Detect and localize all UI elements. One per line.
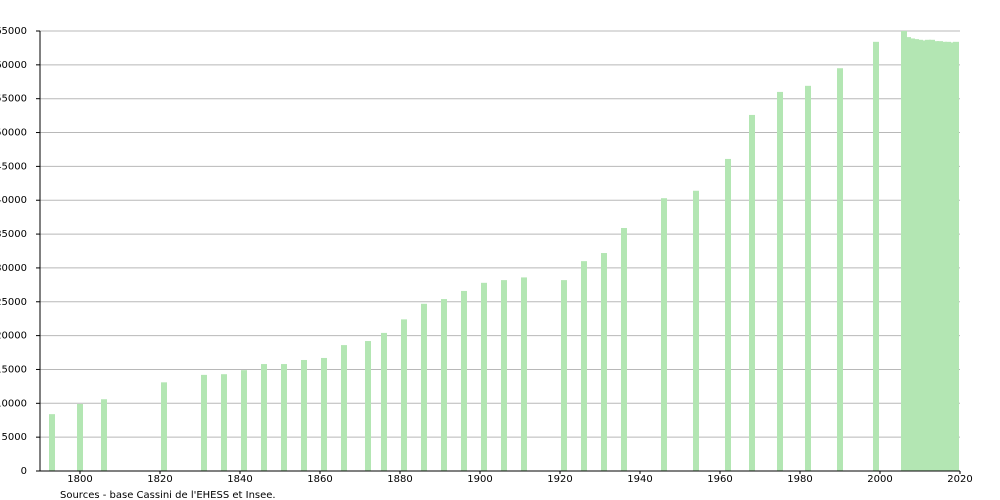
bar — [693, 190, 699, 471]
bar — [949, 42, 955, 471]
y-tick-label: 55000 — [0, 94, 27, 105]
y-tick-label: 20000 — [0, 331, 27, 342]
bar — [905, 37, 911, 471]
bar — [521, 277, 527, 471]
bar — [749, 114, 755, 471]
bar — [281, 364, 287, 471]
x-tick-label: 1820 — [147, 474, 172, 485]
x-tick-label: 2020 — [947, 474, 972, 485]
bar — [921, 40, 927, 471]
x-tick-label: 1980 — [787, 474, 812, 485]
bar — [421, 303, 427, 471]
y-tick-label: 10000 — [0, 398, 27, 409]
bar — [341, 345, 347, 471]
bar — [501, 280, 507, 471]
bar — [945, 41, 951, 471]
bar — [873, 41, 879, 471]
bar — [925, 39, 931, 472]
x-tick-label: 1920 — [547, 474, 572, 485]
y-tick-label: 5000 — [2, 432, 27, 443]
bar — [401, 319, 407, 471]
bar — [777, 91, 783, 471]
y-tick-label: 40000 — [0, 195, 27, 206]
y-tick-label: 65000 — [0, 26, 27, 37]
bar — [661, 198, 667, 471]
y-tick-label: 30000 — [0, 263, 27, 274]
bar — [937, 41, 943, 472]
bar — [953, 41, 959, 471]
bar — [221, 374, 227, 471]
bar — [77, 403, 83, 471]
x-tick-label: 1840 — [227, 474, 252, 485]
bar — [49, 414, 55, 471]
bar — [321, 357, 327, 471]
bar — [101, 399, 107, 471]
bar — [909, 38, 915, 471]
bar — [917, 39, 923, 472]
bar — [381, 332, 387, 471]
bar — [241, 370, 247, 471]
bar — [933, 41, 939, 472]
bar — [581, 261, 587, 471]
bar — [201, 374, 207, 471]
bar — [929, 39, 935, 472]
x-tick-label: 1940 — [627, 474, 652, 485]
x-tick-label: 2000 — [867, 474, 892, 485]
bar — [805, 85, 811, 471]
y-tick-label: 25000 — [0, 297, 27, 308]
bars — [49, 31, 959, 472]
bar — [621, 227, 627, 471]
grid — [40, 30, 960, 472]
x-tick-label: 1800 — [67, 474, 92, 485]
y-tick-label: 15000 — [0, 364, 27, 375]
bar — [601, 253, 607, 471]
bar — [301, 359, 307, 471]
y-tick-label: 60000 — [0, 60, 27, 71]
bar — [725, 158, 731, 471]
y-tick-label: 45000 — [0, 161, 27, 172]
bar — [461, 290, 467, 471]
bar — [161, 382, 167, 471]
bar — [941, 41, 947, 471]
bar — [901, 31, 907, 471]
bar — [837, 68, 843, 471]
bar — [261, 364, 267, 471]
bar — [561, 280, 567, 471]
bar — [481, 282, 487, 471]
y-tick-label: 35000 — [0, 229, 27, 240]
bar — [913, 39, 919, 471]
source-note: Sources - base Cassini de l'EHESS et Ins… — [60, 490, 276, 500]
x-tick-label: 1960 — [707, 474, 732, 485]
bar — [365, 341, 371, 471]
y-tick-label: 0 — [21, 466, 27, 477]
bar — [441, 299, 447, 471]
x-tick-label: 1880 — [387, 474, 412, 485]
x-tick-label: 1900 — [467, 474, 492, 485]
x-tick-label: 1860 — [307, 474, 332, 485]
